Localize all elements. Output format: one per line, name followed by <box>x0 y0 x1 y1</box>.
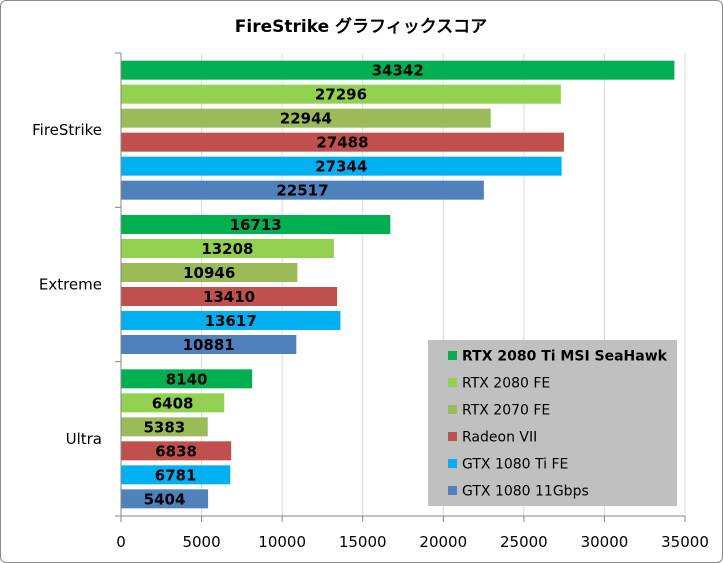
data-label: 22944 <box>280 110 332 128</box>
data-label: 5404 <box>144 490 186 508</box>
bar <box>121 417 208 437</box>
data-label: 10946 <box>183 264 235 282</box>
bar <box>121 156 562 176</box>
category-label: Extreme <box>39 276 102 294</box>
bar <box>121 335 297 354</box>
legend-swatch <box>448 459 457 468</box>
data-label: 6838 <box>155 442 197 460</box>
data-label: 10881 <box>183 336 235 354</box>
data-label: 8140 <box>166 370 208 388</box>
legend-swatch <box>448 378 457 387</box>
legend-label: GTX 1080 11Gbps <box>462 484 589 500</box>
bar <box>121 180 484 200</box>
data-label: 34342 <box>372 62 424 80</box>
bar <box>121 239 334 258</box>
axes: FireStrike Extreme Ultra 0 5000 10000 15000 200… <box>32 52 709 551</box>
legend-label: RTX 2080 Ti MSI SeaHawk <box>462 349 668 365</box>
data-label: 16713 <box>230 216 282 234</box>
legend-box <box>428 340 677 506</box>
x-tick-label: 5000 <box>182 533 220 551</box>
category-label: Ultra <box>66 430 102 448</box>
legend-label: RTX 2080 FE <box>462 376 550 392</box>
legend-swatch <box>448 486 457 495</box>
bar <box>121 393 225 413</box>
legend-swatch <box>448 351 457 360</box>
bar <box>121 287 338 306</box>
bar <box>121 215 391 234</box>
legend: RTX 2080 Ti MSI SeaHawk RTX 2080 FE RTX 20… <box>428 340 677 506</box>
bar <box>121 84 561 104</box>
data-label: 27344 <box>315 158 367 176</box>
x-tick-label: 30000 <box>581 533 629 551</box>
data-label: 27488 <box>316 134 368 152</box>
bar <box>121 441 232 461</box>
data-label: 27296 <box>315 86 367 104</box>
legend-label: RTX 2070 FE <box>462 403 550 419</box>
x-tick-label: 10000 <box>258 533 306 551</box>
data-label: 13617 <box>205 312 257 330</box>
legend-label: Radeon VII <box>462 430 537 446</box>
bars: 34342 27296 22944 27488 27344 22517 16713 13208… <box>121 60 675 509</box>
bar <box>121 60 675 80</box>
data-label: 13208 <box>201 240 253 258</box>
data-label: 22517 <box>276 182 328 200</box>
legend-label: GTX 1080 Ti FE <box>462 457 568 473</box>
bar <box>121 369 253 389</box>
x-tick-label: 20000 <box>419 533 467 551</box>
bar <box>121 465 231 485</box>
bar <box>121 311 341 330</box>
x-tick-label: 35000 <box>661 533 709 551</box>
bar <box>121 108 491 128</box>
data-label: 6408 <box>152 394 194 412</box>
bar <box>121 263 298 282</box>
data-label: 5383 <box>143 418 185 436</box>
x-tick-label: 0 <box>116 533 126 551</box>
data-label: 13410 <box>203 288 255 306</box>
legend-swatch <box>448 405 457 414</box>
x-tick-label: 25000 <box>500 533 548 551</box>
chart-title: FireStrike グラフィックスコア <box>235 16 487 37</box>
x-tick-label: 15000 <box>339 533 387 551</box>
category-label: FireStrike <box>32 121 102 139</box>
bar <box>121 489 209 509</box>
bar <box>121 132 564 152</box>
data-label: 6781 <box>155 466 197 484</box>
legend-swatch <box>448 432 457 441</box>
gridlines <box>201 53 686 516</box>
